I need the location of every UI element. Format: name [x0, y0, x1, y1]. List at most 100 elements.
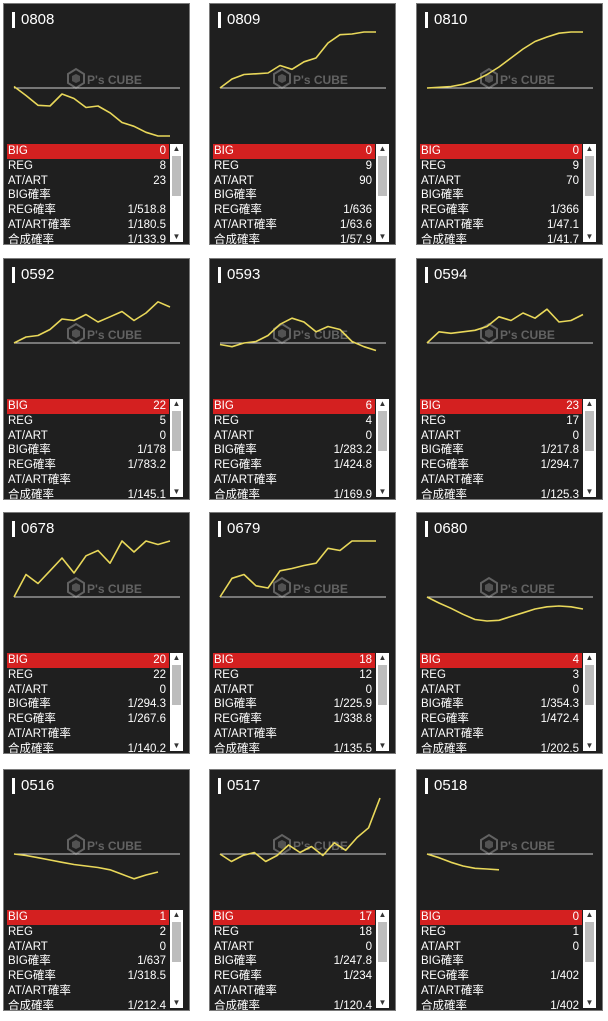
scroll-down-arrow-icon[interactable]: ▼	[172, 487, 181, 496]
machine-number: 0810	[425, 12, 467, 28]
stat-row-big: BIG 1	[7, 910, 169, 925]
stats-scrollbar[interactable]: ▲ ▼	[376, 399, 389, 497]
scroll-thumb[interactable]	[172, 156, 181, 196]
cube-logo-icon	[67, 576, 85, 599]
stats-scrollbar[interactable]: ▲ ▼	[170, 144, 183, 242]
slump-chart: P's CUBE	[426, 833, 593, 871]
scroll-up-arrow-icon[interactable]: ▲	[585, 653, 594, 662]
machine-number: 0593	[218, 267, 260, 283]
stat-row-at-art: AT/ART 23	[7, 174, 169, 189]
machine-card[interactable]: 0680 P's CUBE BIG 4 REG 3 AT/ART 0 BIG確率 1/354.3 R…	[416, 512, 603, 754]
stat-row-combined-rate: 合成確率 1/133.9	[7, 233, 169, 245]
stat-label: BIG確率	[214, 698, 257, 711]
machine-card[interactable]: 0518 P's CUBE BIG 0 REG 1 AT/ART 0 BIG確率 REG確率 1/4…	[416, 769, 603, 1011]
stat-label: BIG	[8, 654, 28, 666]
scroll-up-arrow-icon[interactable]: ▲	[585, 144, 594, 153]
stats-scrollbar[interactable]: ▲ ▼	[583, 910, 596, 1008]
stat-label: AT/ART	[421, 174, 461, 187]
scroll-up-arrow-icon[interactable]: ▲	[172, 144, 181, 153]
scroll-down-arrow-icon[interactable]: ▼	[172, 741, 181, 750]
machine-number: 0518	[425, 778, 467, 794]
scroll-thumb[interactable]	[172, 922, 181, 962]
pscube-watermark: P's CUBE	[67, 576, 142, 599]
machine-card[interactable]: 0808 P's CUBE BIG 0 REG 8 AT/ART 23 BIG確率 REG確率 1/…	[3, 3, 190, 245]
stats-scrollbar[interactable]: ▲ ▼	[170, 399, 183, 497]
stat-label: 合成確率	[214, 742, 260, 754]
stat-label: REG確率	[421, 204, 469, 217]
stats-list: BIG 6 REG 4 AT/ART 0 BIG確率 1/283.2 REG確率 1/424.8 A…	[213, 399, 375, 499]
scroll-up-arrow-icon[interactable]: ▲	[585, 910, 594, 919]
scroll-thumb[interactable]	[378, 922, 387, 962]
logo-text: P's CUBE	[293, 328, 348, 342]
scroll-thumb[interactable]	[172, 665, 181, 705]
stat-value: 4	[572, 654, 579, 666]
stats-list: BIG 1 REG 2 AT/ART 0 BIG確率 1/637 REG確率 1/318.5 AT/…	[7, 910, 169, 1010]
stat-row-reg: REG 2	[7, 925, 169, 940]
stat-label: REG	[8, 668, 33, 681]
scroll-down-arrow-icon[interactable]: ▼	[378, 487, 387, 496]
scroll-thumb[interactable]	[378, 156, 387, 196]
scroll-thumb[interactable]	[585, 922, 594, 962]
stats-scrollbar[interactable]: ▲ ▼	[170, 653, 183, 751]
scroll-up-arrow-icon[interactable]: ▲	[378, 144, 387, 153]
stat-row-big-rate: BIG確率 1/283.2	[213, 443, 375, 458]
cube-logo-icon	[480, 67, 498, 90]
scroll-down-arrow-icon[interactable]: ▼	[378, 741, 387, 750]
scroll-down-arrow-icon[interactable]: ▼	[172, 998, 181, 1007]
stat-value: 1/247.8	[333, 955, 372, 968]
scroll-up-arrow-icon[interactable]: ▲	[172, 653, 181, 662]
stats-scrollbar[interactable]: ▲ ▼	[376, 653, 389, 751]
stat-row-at-art: AT/ART 70	[420, 174, 582, 189]
scroll-up-arrow-icon[interactable]: ▲	[378, 399, 387, 408]
stat-row-reg: REG 4	[213, 414, 375, 429]
stats-scrollbar[interactable]: ▲ ▼	[376, 910, 389, 1008]
machine-card[interactable]: 0592 P's CUBE BIG 22 REG 5 AT/ART 0 BIG確率 1/178 RE…	[3, 258, 190, 500]
scroll-up-arrow-icon[interactable]: ▲	[585, 399, 594, 408]
stat-row-big-rate: BIG確率	[7, 188, 169, 203]
stats-scrollbar[interactable]: ▲ ▼	[170, 910, 183, 1008]
machine-card[interactable]: 0593 P's CUBE BIG 6 REG 4 AT/ART 0 BIG確率 1/283.2 R…	[209, 258, 396, 500]
stat-label: AT/ART	[8, 683, 48, 696]
scroll-down-arrow-icon[interactable]: ▼	[378, 232, 387, 241]
scroll-down-arrow-icon[interactable]: ▼	[378, 998, 387, 1007]
stats-scrollbar[interactable]: ▲ ▼	[583, 144, 596, 242]
stat-label: 合成確率	[8, 233, 54, 245]
stats-scrollbar[interactable]: ▲ ▼	[376, 144, 389, 242]
machine-card[interactable]: 0516 P's CUBE BIG 1 REG 2 AT/ART 0 BIG確率 1/637 REG…	[3, 769, 190, 1011]
scroll-up-arrow-icon[interactable]: ▲	[172, 910, 181, 919]
scroll-thumb[interactable]	[172, 411, 181, 451]
scroll-down-arrow-icon[interactable]: ▼	[585, 487, 594, 496]
machine-card[interactable]: 0810 P's CUBE BIG 0 REG 9 AT/ART 70 BIG確率 REG確率 1/…	[416, 3, 603, 245]
scroll-up-arrow-icon[interactable]: ▲	[378, 653, 387, 662]
scroll-thumb[interactable]	[585, 665, 594, 705]
stat-row-big: BIG 23	[420, 399, 582, 414]
stats-list: BIG 22 REG 5 AT/ART 0 BIG確率 1/178 REG確率 1/783.2 AT…	[7, 399, 169, 499]
scroll-down-arrow-icon[interactable]: ▼	[585, 741, 594, 750]
stat-value: 0	[572, 429, 579, 442]
machine-card[interactable]: 0809 P's CUBE BIG 0 REG 9 AT/ART 90 BIG確率 REG確率 1/…	[209, 3, 396, 245]
logo-text: P's CUBE	[500, 839, 555, 853]
machine-card[interactable]: 0517 P's CUBE BIG 17 REG 18 AT/ART 0 BIG確率 1/247.…	[209, 769, 396, 1011]
stat-row-reg-rate: REG確率 1/234	[213, 969, 375, 984]
machine-card[interactable]: 0679 P's CUBE BIG 18 REG 12 AT/ART 0 BIG確率 1/225.…	[209, 512, 396, 754]
stat-label: 合成確率	[421, 488, 467, 500]
stats-scrollbar[interactable]: ▲ ▼	[583, 399, 596, 497]
scroll-thumb[interactable]	[378, 665, 387, 705]
scroll-thumb[interactable]	[585, 156, 594, 196]
stat-value: 1/267.6	[127, 713, 166, 726]
machine-card[interactable]: 0594 P's CUBE BIG 23 REG 17 AT/ART 0 BIG確率 1/217.…	[416, 258, 603, 500]
scroll-thumb[interactable]	[585, 411, 594, 451]
stat-label: AT/ART確率	[8, 218, 71, 231]
stats-scrollbar[interactable]: ▲ ▼	[583, 653, 596, 751]
scroll-down-arrow-icon[interactable]: ▼	[172, 232, 181, 241]
scroll-up-arrow-icon[interactable]: ▲	[172, 399, 181, 408]
scroll-thumb[interactable]	[378, 411, 387, 451]
machine-card[interactable]: 0678 P's CUBE BIG 20 REG 22 AT/ART 0 BIG確率 1/294.…	[3, 512, 190, 754]
scroll-down-arrow-icon[interactable]: ▼	[585, 998, 594, 1007]
stat-label: REG	[214, 925, 239, 938]
scroll-up-arrow-icon[interactable]: ▲	[378, 910, 387, 919]
stat-value: 18	[359, 654, 372, 666]
stat-row-at-art-rate: AT/ART確率 1/47.1	[420, 218, 582, 233]
scroll-down-arrow-icon[interactable]: ▼	[585, 232, 594, 241]
stat-label: REG確率	[8, 713, 56, 726]
